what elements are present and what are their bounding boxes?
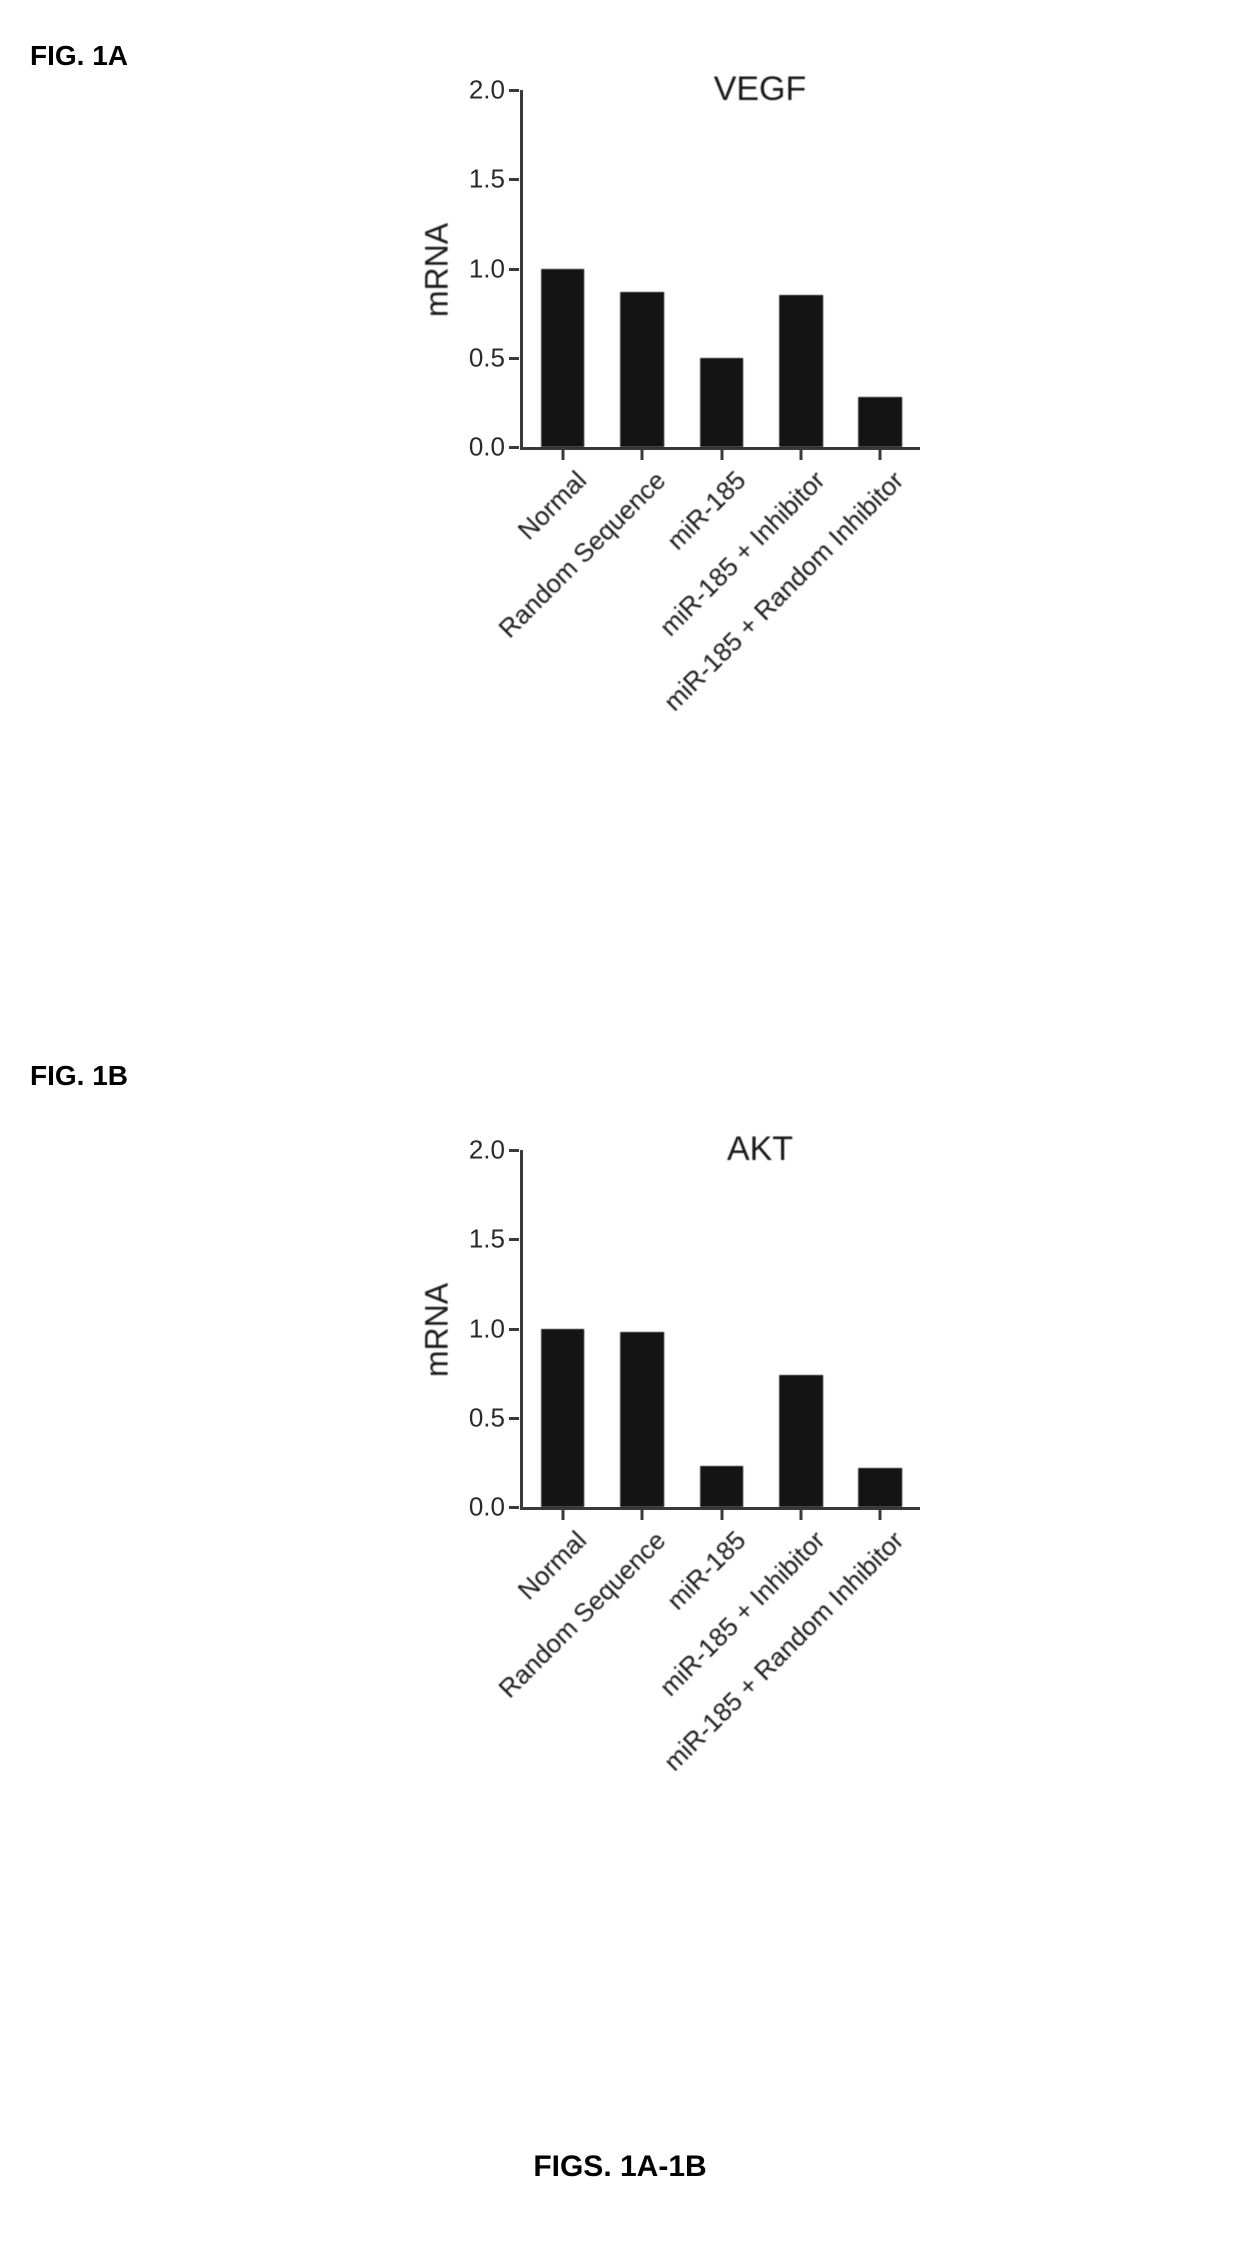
chart-1a-plot: 0.00.51.01.52.0NormalRandom SequencemiR-… bbox=[520, 90, 920, 450]
y-tick bbox=[509, 268, 519, 271]
bar bbox=[620, 1332, 664, 1507]
chart-1a-ylabel: mRNA bbox=[419, 223, 456, 317]
x-tick bbox=[879, 1510, 882, 1520]
panel-1a: VEGF mRNA 0.00.51.01.52.0NormalRandom Se… bbox=[120, 30, 1120, 1030]
bar bbox=[700, 358, 744, 447]
y-tick-label: 1.5 bbox=[465, 164, 505, 195]
y-tick bbox=[509, 446, 519, 449]
figure-caption: FIGS. 1A-1B bbox=[0, 2150, 1240, 2184]
bar bbox=[620, 292, 664, 447]
x-tick bbox=[720, 1510, 723, 1520]
y-tick-label: 1.0 bbox=[465, 253, 505, 284]
chart-1b-ylabel-text: mRNA bbox=[419, 1283, 455, 1377]
y-tick-label: 2.0 bbox=[465, 75, 505, 106]
figure-label-1a: FIG. 1A bbox=[30, 40, 128, 72]
y-tick-label: 0.5 bbox=[465, 1402, 505, 1433]
y-tick bbox=[509, 1417, 519, 1420]
x-tick bbox=[799, 450, 802, 460]
x-tick bbox=[641, 450, 644, 460]
y-tick-label: 0.0 bbox=[465, 1492, 505, 1523]
figure-label-1a-text: FIG. 1A bbox=[30, 40, 128, 71]
y-tick-label: 0.5 bbox=[465, 342, 505, 373]
x-tick bbox=[561, 1510, 564, 1520]
x-tick bbox=[879, 450, 882, 460]
y-tick bbox=[509, 1149, 519, 1152]
y-tick bbox=[509, 89, 519, 92]
bar bbox=[541, 1329, 585, 1508]
y-tick-label: 1.5 bbox=[465, 1224, 505, 1255]
x-tick bbox=[561, 450, 564, 460]
y-tick bbox=[509, 178, 519, 181]
bar bbox=[700, 1466, 744, 1507]
chart-1a: VEGF mRNA 0.00.51.01.52.0NormalRandom Se… bbox=[460, 60, 920, 480]
x-tick bbox=[799, 1510, 802, 1520]
y-tick bbox=[509, 1328, 519, 1331]
chart-1a-ylabel-text: mRNA bbox=[419, 223, 455, 317]
page-root: FIG. 1A VEGF mRNA 0.00.51.01.52.0NormalR… bbox=[0, 0, 1240, 2244]
figure-label-1b: FIG. 1B bbox=[30, 1060, 128, 1092]
y-tick-label: 2.0 bbox=[465, 1135, 505, 1166]
y-tick-label: 1.0 bbox=[465, 1313, 505, 1344]
chart-1b: AKT mRNA 0.00.51.01.52.0NormalRandom Seq… bbox=[460, 1120, 920, 1540]
bar bbox=[541, 269, 585, 448]
x-tick bbox=[720, 450, 723, 460]
y-tick bbox=[509, 1238, 519, 1241]
y-tick bbox=[509, 1506, 519, 1509]
chart-1b-plot: 0.00.51.01.52.0NormalRandom SequencemiR-… bbox=[520, 1150, 920, 1510]
bar bbox=[779, 1375, 823, 1507]
figure-label-1b-text: FIG. 1B bbox=[30, 1060, 128, 1091]
bar bbox=[858, 397, 902, 447]
y-tick-label: 0.0 bbox=[465, 432, 505, 463]
bar bbox=[858, 1468, 902, 1507]
figure-caption-text: FIGS. 1A-1B bbox=[533, 2150, 706, 2183]
panel-1b: AKT mRNA 0.00.51.01.52.0NormalRandom Seq… bbox=[120, 1090, 1120, 2090]
chart-1b-ylabel: mRNA bbox=[419, 1283, 456, 1377]
y-tick bbox=[509, 357, 519, 360]
bar bbox=[779, 295, 823, 447]
x-tick bbox=[641, 1510, 644, 1520]
